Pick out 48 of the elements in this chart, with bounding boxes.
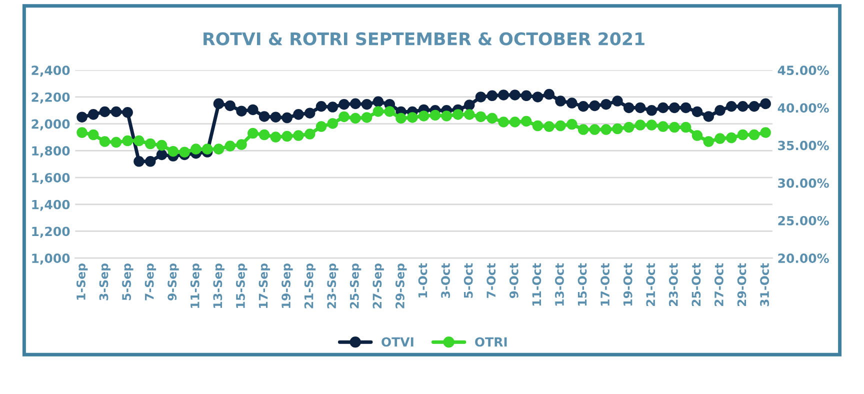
x-tick-label: 5-Sep [122, 263, 134, 300]
legend-label: OTRI [475, 337, 507, 347]
x-tick-label: 25-Oct [692, 263, 701, 306]
x-tick-label: 7-Oct [486, 263, 496, 298]
y2-tick-label: 25.00% [778, 216, 829, 226]
x-tick-label: 9-Oct [509, 263, 518, 298]
x-tick-label: 31-Oct [760, 263, 770, 306]
x-tick-label: 11-Sep [190, 263, 202, 308]
x-tick-label: 29-Sep [396, 263, 407, 308]
x-tick-label: 1-Oct [418, 263, 428, 298]
x-tick-label: 25-Sep [350, 263, 362, 308]
x-tick-label: 27-Oct [714, 263, 724, 306]
x-tick-label: 5-Oct [464, 263, 473, 298]
x-tick-label: 15-Sep [236, 263, 248, 308]
x-tick-label: 9-Sep [168, 263, 179, 300]
x-tick-label: 19-Oct [623, 263, 632, 306]
y2-tick-label: 45.00% [778, 66, 829, 76]
y-tick-label: 1,600 [32, 172, 70, 184]
x-tick-label: 7-Sep [144, 263, 156, 300]
y2-tick-label: 20.00% [778, 254, 829, 263]
chart-title: ROTVI & ROTRI SEPTEMBER & OCTOBER 2021 [204, 32, 644, 46]
x-tick-label: 17-Sep [258, 263, 270, 308]
x-tick-label: 19-Sep [282, 263, 293, 308]
y-tick-label: 2,200 [32, 92, 70, 104]
x-tick-label: 13-Oct [555, 263, 564, 306]
x-tick-label: 13-Sep [213, 263, 224, 308]
x-tick-label: 27-Sep [372, 263, 384, 308]
x-tick-label: 3-Oct [441, 263, 450, 298]
y-tick-label: 1,800 [32, 146, 70, 158]
y-tick-label: 2,000 [32, 119, 70, 130]
y-tick-label: 1,200 [32, 226, 70, 238]
legend-label: OTVI [382, 337, 414, 347]
y2-tick-label: 40.00% [778, 103, 829, 113]
x-tick-label: 11-Oct [532, 263, 542, 306]
x-tick-label: 3-Sep [99, 263, 110, 300]
x-tick-label: 1-Sep [76, 263, 88, 300]
y-tick-label: 2,400 [32, 66, 70, 77]
x-tick-label: 21-Oct [646, 263, 656, 306]
x-tick-label: 23-Oct [668, 263, 678, 306]
y-tick-label: 1,000 [32, 254, 70, 265]
x-tick-label: 23-Sep [327, 263, 338, 308]
x-tick-label: 21-Sep [304, 263, 316, 308]
x-tick-label: 29-Oct [737, 263, 746, 306]
y2-tick-label: 30.00% [778, 178, 829, 188]
y-tick-label: 1,400 [32, 200, 70, 211]
x-tick-label: 17-Oct [600, 263, 610, 306]
x-tick-label: 15-Oct [578, 263, 587, 306]
y2-tick-label: 35.00% [778, 140, 829, 150]
